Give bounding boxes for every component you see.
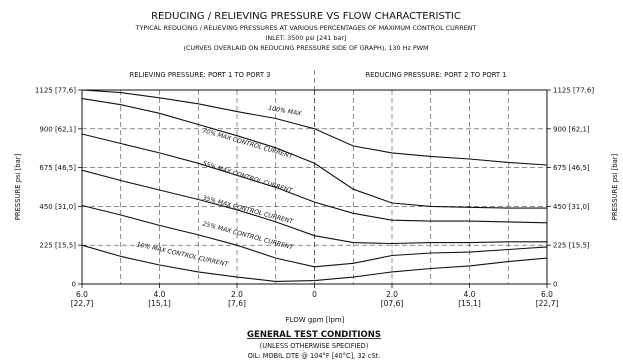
chart-overlay-note: (CURVES OVERLAID ON REDUCING PRESSURE SI… xyxy=(183,44,428,52)
y-tick-label-left: 675 [46,5] xyxy=(39,164,76,172)
series-label-0: 100% MAX xyxy=(268,105,303,118)
plot-frame xyxy=(81,89,548,285)
y-tick-label-right: 225 [15,5] xyxy=(553,242,590,250)
x-tick-sublabel: [22,7] xyxy=(71,299,94,308)
series-label-4: 25% MAX CONTROL CURRENT xyxy=(202,221,295,252)
y-tick-label-left: 225 [15,5] xyxy=(39,242,76,250)
y-axis-label-right: PRESSURE psi [bar] xyxy=(611,153,619,220)
x-axis-label: FLOW gpm [lpm] xyxy=(286,316,345,324)
x-tick-sublabel: [07,6] xyxy=(381,299,404,308)
chart-subtitle: TYPICAL REDUCING / RELIEVING PRESSURES A… xyxy=(135,24,477,32)
x-tick-label: 2.0 xyxy=(386,290,398,299)
series-line-1 xyxy=(81,98,547,209)
series-label-3: 35% MAX CONTROL CURRENT xyxy=(202,195,295,226)
y-tick-label-right: 900 [62,1] xyxy=(553,125,590,133)
test-conditions-heading: GENERAL TEST CONDITIONS xyxy=(247,330,381,340)
chart-title: REDUCING / RELIEVING PRESSURE VS FLOW CH… xyxy=(151,11,461,22)
series-label-1: 70% MAX CONTROL CURRENT xyxy=(202,127,295,160)
y-axis-label-left: PRESSURE psi [bar] xyxy=(14,153,22,220)
y-tick-label-left: 900 [62,1] xyxy=(39,125,76,133)
test-conditions-note: (UNLESS OTHERWISE SPECIFIED) xyxy=(260,342,369,350)
x-tick-label: 6.0 xyxy=(76,290,88,299)
x-tick-label: 2.0 xyxy=(231,290,243,299)
y-tick-label-right: 0 xyxy=(553,281,557,289)
x-tick-label: 4.0 xyxy=(464,290,476,299)
series-line-5 xyxy=(81,244,548,282)
y-tick-label-left: 1125 [77,6] xyxy=(35,87,76,95)
relieving-region-label: RELIEVING PRESSURE: PORT 1 TO PORT 3 xyxy=(130,71,271,79)
x-tick-sublabel: [15,1] xyxy=(458,299,481,308)
chart-inlet-note: INLET: 3500 psi [241 bar] xyxy=(266,34,347,42)
reducing-region-label: REDUCING PRESSURE: PORT 2 TO PORT 1 xyxy=(365,71,506,79)
x-tick-label: 6.0 xyxy=(541,290,553,299)
series-line-4 xyxy=(81,204,548,268)
y-tick-label-left: 450 [31,0] xyxy=(39,203,76,211)
x-tick-sublabel: [22,7] xyxy=(536,299,559,308)
axis-ticks: 0 0 225 [15,5] 225 [15,5] 450 [31,0] 450 [31,… xyxy=(35,87,594,309)
y-tick-label-right: 1125 [77,6] xyxy=(553,87,594,95)
x-tick-sublabel: [7,6] xyxy=(228,299,246,308)
y-tick-label-left: 0 xyxy=(72,281,76,289)
x-tick-sublabel: [15,1] xyxy=(148,299,171,308)
series-line-0 xyxy=(81,89,548,166)
y-tick-label-right: 450 [31,0] xyxy=(553,203,590,211)
y-tick-label-right: 675 [46,5] xyxy=(553,164,590,172)
series-line-3 xyxy=(81,169,547,245)
series-line-2 xyxy=(81,133,548,224)
test-conditions-oil: OIL: MOBIL DTE @ 104°F [40°C], 32 cSt. xyxy=(248,352,381,360)
x-tick-label: 4.0 xyxy=(154,290,166,299)
x-tick-label: 0 xyxy=(312,290,317,299)
series-label-2: 55% MAX CONTROL CURRENT xyxy=(202,160,294,195)
